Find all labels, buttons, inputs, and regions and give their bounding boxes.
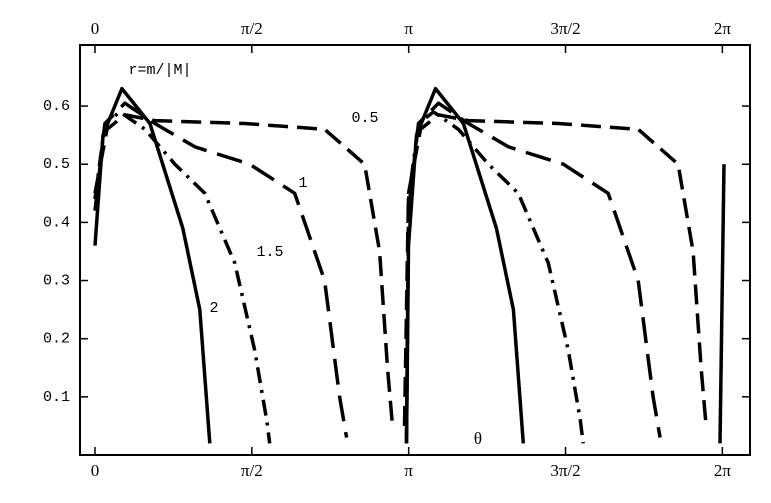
x-tick-label: π/2 [241,461,263,480]
x-tick-label-top: 2π [714,19,732,38]
x-tick-label: 2π [714,461,732,480]
line-series [93,86,726,444]
x-tick-label-top: π [404,19,413,38]
x-axis-label: θ [474,429,482,448]
series-label: 1.5 [256,244,283,261]
y-tick-label: 0.6 [43,98,70,115]
line-series [93,101,662,438]
y-tick-label: 0.2 [43,331,70,348]
y-tick-label: 0.3 [43,273,70,290]
x-tick-label: 0 [91,461,100,480]
plot-frame [79,44,751,456]
x-tick-label-top: 3π/2 [550,19,580,38]
x-tick-label: π [404,461,413,480]
y-tick-label: 0.5 [43,156,70,173]
line-series [93,110,585,444]
y-tick-label: 0.1 [43,389,70,406]
series-label: 1 [298,175,307,192]
line-series [93,113,708,427]
x-tick-label-top: 0 [91,19,100,38]
series-label: 2 [209,300,218,317]
y-tick-label: 0.4 [43,214,70,231]
x-tick-label-top: π/2 [241,19,263,38]
annotation: r=m/|M| [128,62,191,79]
series-label: 0.5 [351,110,378,127]
x-tick-label: 3π/2 [550,461,580,480]
